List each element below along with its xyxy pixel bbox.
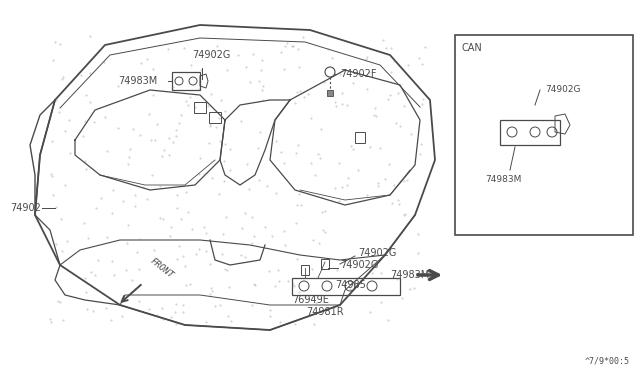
Bar (455, 35, 633, 235)
Text: 74983M: 74983M (118, 76, 157, 86)
Text: FRONT: FRONT (148, 256, 175, 280)
Text: 74902G: 74902G (545, 86, 580, 94)
Text: 74981R: 74981R (306, 307, 344, 317)
Text: 76949E: 76949E (292, 295, 329, 305)
Text: 74902G: 74902G (358, 248, 396, 258)
Text: 74902F: 74902F (340, 69, 376, 79)
Text: ^7/9*00:5: ^7/9*00:5 (585, 356, 630, 365)
Text: 74985: 74985 (335, 280, 366, 290)
Text: 74983M: 74983M (485, 176, 522, 185)
Text: 74902G: 74902G (340, 260, 378, 270)
Text: 74902: 74902 (10, 203, 41, 213)
Text: CAN: CAN (461, 43, 482, 53)
Text: 74983M: 74983M (390, 270, 429, 280)
Text: 74902G: 74902G (192, 50, 230, 60)
Polygon shape (327, 90, 333, 96)
